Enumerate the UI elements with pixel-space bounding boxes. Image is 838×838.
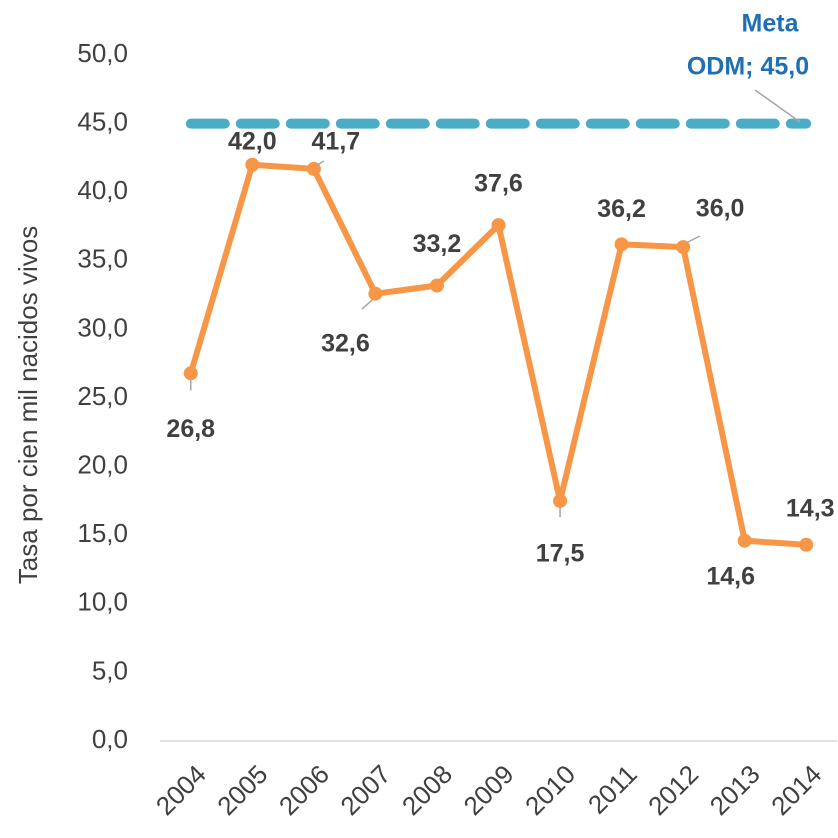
leader-line (754, 89, 801, 123)
data-label: 33,2 (413, 230, 462, 258)
x-tick-label: 2012 (642, 759, 704, 821)
y-axis-label: Tasa por cien mil nacidos vivos (13, 226, 43, 584)
data-label: 37,6 (474, 170, 523, 198)
data-label: 32,6 (321, 329, 370, 357)
y-tick-label: 30,0 (77, 312, 128, 342)
y-tick-label: 15,0 (77, 518, 128, 548)
y-tick-label: 50,0 (77, 38, 128, 68)
x-tick-label: 2013 (704, 759, 766, 821)
leader-line (315, 160, 325, 167)
y-tick-label: 20,0 (77, 449, 128, 479)
marker (676, 240, 691, 255)
leader-line (361, 299, 373, 310)
leader-line (686, 235, 701, 244)
y-tick-label: 45,0 (77, 106, 128, 136)
x-tick-label: 2009 (457, 759, 519, 821)
marker (245, 157, 260, 172)
marker (614, 237, 629, 252)
target-label: ODM; 45,0 (687, 53, 809, 81)
data-label: 36,0 (696, 195, 745, 223)
y-tick-label: 25,0 (77, 381, 128, 411)
marker (799, 537, 814, 552)
x-tick-label: 2011 (582, 759, 643, 820)
data-label: 14,6 (706, 562, 755, 590)
y-tick-label: 5,0 (92, 655, 128, 685)
y-tick-label: 35,0 (77, 244, 128, 274)
x-tick-label: 2004 (150, 759, 212, 821)
x-tick-label: 2007 (334, 759, 396, 821)
marker (183, 366, 198, 381)
marker (429, 278, 444, 293)
data-label: 36,2 (597, 195, 646, 223)
x-tick-label: 2006 (273, 759, 335, 821)
x-tick-label: 2005 (211, 759, 273, 821)
marker (553, 493, 568, 508)
data-label: 41,7 (312, 127, 361, 155)
x-tick-label: 2014 (765, 759, 827, 821)
data-label: 26,8 (166, 415, 215, 443)
data-label: 17,5 (536, 540, 585, 568)
y-tick-label: 40,0 (77, 175, 128, 205)
marker (491, 218, 506, 233)
x-tick-label: 2010 (519, 759, 581, 821)
target-label: Meta (742, 10, 800, 38)
y-tick-label: 0,0 (92, 724, 128, 754)
x-tick-label: 2008 (396, 759, 458, 821)
marker (737, 533, 752, 548)
data-label: 42,0 (228, 127, 277, 155)
data-label: 14,3 (786, 494, 835, 522)
y-tick-label: 10,0 (77, 587, 128, 617)
marker (368, 286, 383, 301)
